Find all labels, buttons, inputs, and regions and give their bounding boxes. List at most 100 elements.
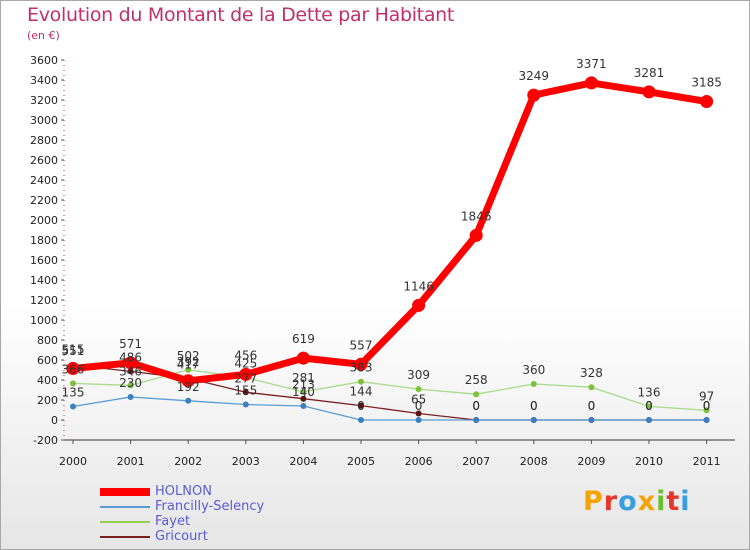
data-label: 0	[357, 399, 365, 413]
data-point	[124, 356, 138, 370]
data-label: 65	[411, 393, 426, 407]
data-label: 456	[234, 348, 257, 362]
y-tick-label: 1400	[30, 274, 58, 287]
data-label: 3249	[519, 69, 550, 83]
data-point	[70, 403, 76, 410]
data-label: 486	[119, 350, 142, 364]
data-point	[300, 388, 307, 395]
data-point	[412, 298, 426, 312]
data-label: 1846	[461, 209, 492, 223]
y-tick-label: 200	[37, 394, 58, 407]
legend-label: Francilly-Selency	[155, 499, 265, 514]
series-line-francilly-selency	[72, 396, 708, 421]
data-label: 0	[703, 399, 711, 413]
legend-swatch	[100, 488, 150, 496]
data-point	[584, 76, 598, 90]
data-label: 135	[62, 386, 85, 400]
data-point	[127, 368, 134, 375]
x-tick-label: 2003	[232, 455, 260, 468]
logo-letter: o	[618, 486, 638, 517]
data-point	[358, 417, 364, 423]
legend-swatch	[100, 521, 150, 523]
data-label: 230	[119, 376, 142, 390]
x-tick-label: 2001	[117, 455, 145, 468]
data-label: 360	[522, 363, 545, 377]
data-point	[185, 366, 192, 373]
data-label: 192	[177, 380, 200, 394]
data-point	[527, 88, 541, 102]
y-tick-label: 400	[37, 374, 58, 387]
y-tick-label: 3200	[30, 94, 58, 107]
data-point	[242, 389, 249, 396]
logo-letter: x	[637, 486, 657, 517]
data-label: 502	[177, 349, 200, 363]
series-line-fayet	[72, 369, 708, 411]
data-label: 277	[234, 371, 257, 385]
data-point	[469, 228, 483, 242]
logo-letter: i	[680, 486, 691, 517]
data-label: 213	[292, 378, 315, 392]
legend-label: HOLNON	[155, 484, 212, 499]
data-label: 346	[119, 364, 142, 378]
x-tick-label: 2006	[405, 455, 433, 468]
data-point	[358, 402, 364, 409]
data-label: 571	[119, 337, 142, 351]
logo-letter: i	[656, 486, 667, 517]
chart-title: Evolution du Montant de la Dette par Hab…	[27, 4, 455, 26]
x-tick-label: 2000	[59, 455, 87, 468]
data-point	[646, 417, 652, 423]
y-tick-label: 2400	[30, 174, 58, 187]
x-tick-label: 2002	[174, 455, 202, 468]
data-point	[415, 410, 422, 417]
y-tick-label: 2000	[30, 214, 58, 227]
data-label: 0	[588, 399, 596, 413]
data-label: 281	[292, 371, 315, 385]
data-point	[703, 417, 710, 423]
legend-swatch	[100, 506, 150, 508]
data-point	[473, 417, 480, 423]
data-point	[300, 395, 307, 402]
data-label: 366	[62, 362, 85, 376]
data-point	[239, 367, 253, 381]
data-label: 0	[530, 399, 538, 413]
y-tick-label: 3600	[30, 54, 58, 67]
data-label: 425	[234, 357, 257, 371]
y-tick-label: 3000	[30, 114, 58, 127]
data-point	[185, 397, 192, 404]
data-label: 0	[588, 399, 596, 413]
data-label: 417	[177, 357, 200, 371]
y-tick-label: 2800	[30, 134, 58, 147]
y-tick-label: 2200	[30, 194, 58, 207]
logo-letter: r	[603, 486, 619, 517]
y-tick-label: 1200	[30, 294, 58, 307]
data-label: 1146	[403, 279, 434, 293]
data-label: 392	[177, 355, 200, 369]
x-tick-label: 2008	[520, 455, 548, 468]
x-tick-label: 2004	[289, 455, 317, 468]
data-label: 619	[292, 332, 315, 346]
data-point	[242, 401, 249, 408]
data-point	[530, 381, 537, 387]
y-tick-label: 0	[51, 414, 58, 427]
data-point	[70, 380, 76, 387]
logo-letter: t	[666, 486, 681, 517]
data-point	[127, 394, 134, 400]
data-label: 557	[350, 338, 373, 352]
x-tick-label: 2011	[693, 455, 721, 468]
legend-swatch	[100, 536, 150, 538]
x-tick-label: 2009	[577, 455, 605, 468]
data-label: 551	[62, 344, 85, 358]
data-point	[415, 386, 422, 393]
data-label: 0	[530, 399, 538, 413]
data-point	[700, 95, 714, 108]
data-label: 0	[645, 399, 653, 413]
data-label: 97	[699, 389, 714, 403]
logo-letter: P	[583, 486, 604, 517]
data-point	[642, 85, 656, 99]
data-label: 0	[415, 399, 423, 413]
data-label: 383	[350, 361, 373, 375]
data-label: 3371	[576, 57, 607, 71]
y-tick-label: 2600	[30, 154, 58, 167]
y-tick-label: 3400	[30, 74, 58, 87]
